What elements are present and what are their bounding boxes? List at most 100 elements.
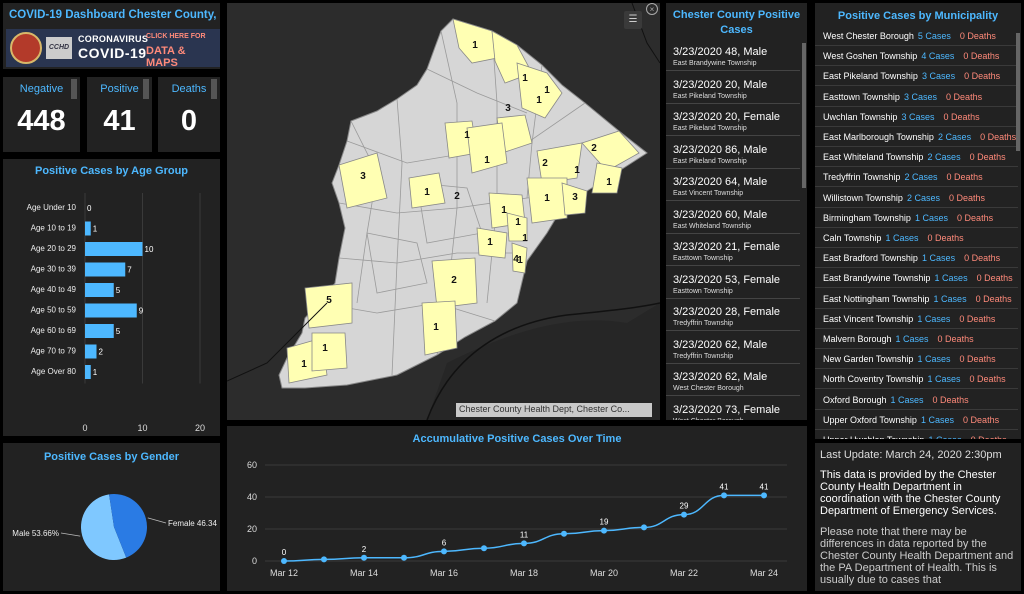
case-municipality: Tredyffrin Township	[673, 320, 734, 327]
municipality-row[interactable]: East Marlborough Township 2 Cases 0 Deaths	[815, 127, 1018, 147]
accum-point[interactable]	[521, 540, 527, 547]
municipality-deaths: 0 Deaths	[980, 132, 1017, 142]
gender-slice[interactable]	[81, 494, 127, 560]
accum-point[interactable]	[681, 511, 687, 518]
municipality-row[interactable]: West Goshen Township 4 Cases 0 Deaths	[815, 46, 1018, 67]
case-list-item[interactable]: 3/23/2020 60, Male East Whiteland Townshi…	[666, 203, 800, 234]
municipality-row[interactable]: Upper Uwchlan Township 1 Cases 0 Deaths	[815, 430, 1018, 439]
age-bar[interactable]	[85, 303, 137, 318]
accum-point-label: 0	[282, 548, 287, 557]
municipality-deaths: 0 Deaths	[976, 273, 1013, 284]
accum-point[interactable]	[721, 492, 727, 499]
update-info-panel: Last Update: March 24, 2020 2:30pm This …	[815, 443, 1021, 591]
scroll-handle[interactable]	[71, 79, 77, 99]
municipality-deaths: 0 Deaths	[927, 233, 964, 243]
accum-point[interactable]	[401, 554, 407, 561]
close-icon[interactable]: ×	[646, 3, 658, 15]
municipality-row[interactable]: East Vincent Township 1 Cases 0 Deaths	[815, 309, 1018, 329]
covid-banner-link[interactable]: CCHD CORONAVIRUS COVID-19 CLICK HERE FOR…	[6, 29, 220, 67]
age-bar[interactable]	[85, 242, 143, 256]
municipality-row[interactable]: Oxford Borough 1 Cases 0 Deaths	[815, 390, 1018, 410]
municipality-row[interactable]: Birmingham Township 1 Cases 0 Deaths	[815, 208, 1018, 228]
scroll-handle[interactable]	[143, 79, 149, 99]
map-case-count: 4	[513, 254, 519, 265]
scroll-handle[interactable]	[211, 79, 217, 99]
map-legend-toggle-icon[interactable]: ☰	[624, 11, 642, 29]
case-date-age-sex: 3/23/2020 73, Female	[673, 403, 781, 416]
accum-point-label: 2	[362, 545, 367, 554]
municipality-row[interactable]: East Whiteland Township 2 Cases 0 Deaths	[815, 147, 1018, 168]
case-list-item[interactable]: 3/23/2020 28, Female Tredyffrin Township	[666, 300, 800, 331]
municipality-name: Easttown Township	[823, 91, 900, 102]
municipality-name: West Goshen Township	[823, 51, 918, 62]
case-list-item[interactable]: 3/23/2020 21, Female Easttown Township	[666, 235, 800, 266]
municipality-row[interactable]: West Chester Borough 5 Cases 0 Deaths	[815, 26, 1018, 46]
municipality-row[interactable]: Willistown Township 2 Cases 0 Deaths	[815, 188, 1018, 208]
accum-point[interactable]	[761, 492, 767, 499]
case-list-item[interactable]: 3/23/2020 73, Female West Chester Borough	[666, 398, 800, 421]
muni-list-title: Positive Cases by Municipality	[837, 10, 999, 22]
case-municipality: East Pikeland Township	[673, 125, 747, 132]
muni-scrollbar[interactable]	[1016, 33, 1020, 151]
age-category-label: Age 60 to 69	[31, 326, 77, 335]
accum-point[interactable]	[321, 556, 327, 563]
age-bar[interactable]	[85, 365, 91, 379]
municipality-name: East Whiteland Township	[823, 152, 924, 163]
municipality-row[interactable]: Upper Oxford Township 1 Cases 0 Deaths	[815, 410, 1018, 430]
municipality-row[interactable]: East Pikeland Township 3 Cases 0 Deaths	[815, 66, 1018, 87]
case-list-item[interactable]: 3/23/2020 20, Male East Pikeland Township	[666, 73, 800, 104]
municipality-row[interactable]: New Garden Township 1 Cases 0 Deaths	[815, 349, 1018, 370]
age-bar-value: 2	[99, 348, 104, 357]
municipality-deaths: 0 Deaths	[932, 394, 969, 405]
accum-point[interactable]	[361, 554, 367, 561]
case-list-item[interactable]: 3/23/2020 53, Female Easttown Township	[666, 268, 800, 299]
municipality-row[interactable]: Uwchlan Township 3 Cases 0 Deaths	[815, 107, 1018, 127]
municipality-deaths: 0 Deaths	[946, 172, 983, 183]
municipality-name: East Bradford Township	[823, 253, 918, 264]
municipality-row[interactable]: Malvern Borough 1 Cases 0 Deaths	[815, 329, 1018, 349]
municipality-cases: 1 Cases	[915, 212, 949, 223]
gender-slice[interactable]	[109, 494, 147, 558]
case-list-item[interactable]: 3/23/2020 62, Male West Chester Borough	[666, 365, 800, 396]
case-municipality: East Pikeland Township	[673, 157, 747, 165]
gender-leader-line	[60, 532, 81, 537]
case-list-item[interactable]: 3/23/2020 20, Female East Pikeland Townsh…	[666, 105, 800, 136]
municipality-row[interactable]: North Coventry Township 1 Cases 0 Deaths	[815, 369, 1018, 390]
municipality-row[interactable]: Caln Township 1 Cases 0 Deaths	[815, 228, 1018, 248]
county-outline[interactable]	[278, 18, 648, 389]
deaths-value: 0	[180, 105, 198, 137]
age-bar[interactable]	[85, 344, 97, 359]
accum-point[interactable]	[641, 524, 647, 531]
accum-point[interactable]	[561, 530, 567, 537]
age-bar[interactable]	[85, 221, 91, 236]
municipality-deaths: 0 Deaths	[957, 212, 994, 223]
cases-scrollbar[interactable]	[802, 43, 806, 188]
accum-point[interactable]	[441, 548, 447, 555]
municipality-row[interactable]: East Brandywine Township 1 Cases 0 Deaths	[815, 268, 1018, 289]
municipality-row[interactable]: Tredyffrin Township 2 Cases 0 Deaths	[815, 167, 1018, 188]
accum-point[interactable]	[481, 545, 487, 552]
case-list-item[interactable]: 3/23/2020 48, Male East Brandywine Townsh…	[666, 40, 800, 71]
age-bar[interactable]	[85, 324, 114, 338]
case-list-item[interactable]: 3/23/2020 64, Male East Vincent Township	[666, 170, 800, 201]
map-case-count: 1	[544, 85, 550, 96]
deaths-stat: Deaths 0	[158, 77, 220, 152]
accum-point[interactable]	[601, 527, 607, 534]
accum-point[interactable]	[281, 558, 287, 564]
municipality-row[interactable]: Easttown Township 3 Cases 0 Deaths	[815, 87, 1018, 107]
cases-scroll-area[interactable]: 3/23/2020 48, Male East Brandywine Townsh…	[666, 40, 800, 420]
age-bar[interactable]	[85, 262, 126, 277]
municipality-cases: 1 Cases	[885, 233, 919, 243]
muni-east-marlborough	[431, 257, 478, 309]
muni-scroll-area[interactable]: West Chester Borough 5 Cases 0 Deaths West …	[815, 26, 1018, 439]
municipality-row[interactable]: East Bradford Township 1 Cases 0 Deaths	[815, 248, 1018, 269]
muni-upper-uwchlan	[466, 122, 508, 174]
case-list-item[interactable]: 3/23/2020 62, Male Tredyffrin Township	[666, 333, 800, 364]
case-list-item[interactable]: 3/23/2020 86, Male East Pikeland Township	[666, 138, 800, 169]
municipality-row[interactable]: East Nottingham Township 1 Cases 0 Deaths	[815, 289, 1018, 309]
accum-point-label: 19	[600, 518, 609, 527]
age-bar[interactable]	[85, 283, 114, 297]
accum-y-tick: 40	[247, 492, 257, 502]
